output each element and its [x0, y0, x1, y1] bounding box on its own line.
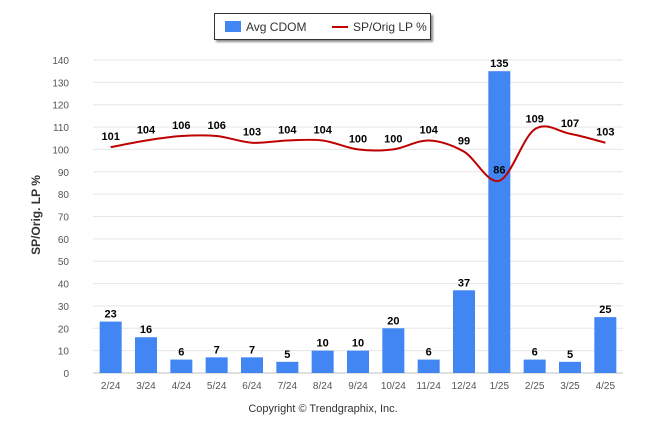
- bar-avg-cdom: [453, 290, 475, 373]
- line-data-label: 106: [207, 120, 225, 132]
- bar-data-label: 135: [490, 58, 508, 70]
- y-tick-label: 0: [63, 369, 69, 380]
- bar-data-label: 10: [317, 338, 329, 350]
- bar-data-label: 25: [599, 304, 611, 316]
- legend-swatch-sp-orig-lp: [332, 26, 348, 28]
- bar-data-label: 6: [426, 347, 432, 359]
- bar-data-labels: 23 16 6 7 7 5 10 10 20 6 37 135 6 5 25: [105, 58, 612, 361]
- x-axis-ticks: 2/24 3/24 4/24 5/24 6/24 7/24 8/24 9/24 10/24 11/…: [101, 381, 616, 392]
- bar-data-label: 16: [140, 324, 152, 336]
- x-tick-label: 4/24: [172, 381, 192, 392]
- x-tick-label: 8/24: [313, 381, 333, 392]
- bar-avg-cdom: [488, 71, 511, 373]
- line-data-label: 109: [525, 113, 543, 125]
- x-tick-label: 2/25: [525, 381, 545, 392]
- bar-data-label: 6: [178, 347, 184, 359]
- bar-data-label: 7: [214, 344, 220, 356]
- copyright-text: Copyright © Trendgraphix, Inc.: [248, 403, 398, 415]
- bar-data-label: 23: [105, 309, 117, 321]
- x-tick-label: 7/24: [278, 381, 298, 392]
- line-data-label: 106: [172, 120, 190, 132]
- line-data-label: 104: [419, 124, 438, 136]
- line-data-label: 101: [101, 131, 119, 143]
- bar-data-label: 5: [284, 349, 290, 361]
- x-tick-label: 2/24: [101, 381, 121, 392]
- legend-label-avg-cdom: Avg CDOM: [246, 20, 307, 34]
- bar-data-label: 37: [458, 277, 470, 289]
- legend-swatch-avg-cdom: [225, 21, 241, 32]
- x-tick-label: 5/24: [207, 381, 227, 392]
- bar-avg-cdom: [594, 317, 617, 373]
- bar-series: [99, 71, 617, 373]
- gridlines: [93, 59, 623, 374]
- bar-avg-cdom: [382, 328, 405, 373]
- y-axis-title: SP/Orig. LP %: [29, 175, 43, 255]
- x-tick-label: 3/25: [560, 381, 580, 392]
- y-tick-label: 20: [58, 324, 70, 335]
- bar-data-label: 6: [532, 347, 538, 359]
- bar-avg-cdom: [135, 337, 157, 373]
- x-tick-label: 4/25: [596, 381, 616, 392]
- line-data-label: 107: [561, 118, 579, 130]
- line-data-label: 104: [137, 124, 156, 136]
- y-tick-label: 50: [58, 257, 70, 268]
- line-data-label: 103: [243, 127, 261, 139]
- legend: Avg CDOM SP/Orig LP %: [214, 13, 431, 40]
- y-tick-label: 120: [52, 101, 69, 112]
- bar-avg-cdom: [205, 357, 228, 373]
- y-tick-label: 130: [52, 78, 69, 89]
- bar-avg-cdom: [241, 357, 263, 373]
- bar-avg-cdom: [311, 350, 334, 373]
- y-tick-label: 60: [58, 235, 70, 246]
- x-tick-label: 6/24: [242, 381, 262, 392]
- bar-data-label: 10: [352, 338, 364, 350]
- legend-label-sp-orig-lp: SP/Orig LP %: [353, 20, 427, 34]
- x-tick-label: 11/24: [417, 381, 442, 392]
- y-tick-label: 90: [58, 168, 70, 179]
- x-tick-label: 1/25: [490, 381, 510, 392]
- y-tick-label: 100: [52, 145, 69, 156]
- line-data-label: 104: [313, 124, 332, 136]
- y-tick-label: 140: [52, 56, 69, 67]
- bar-avg-cdom: [417, 359, 440, 373]
- y-tick-label: 80: [58, 190, 70, 201]
- y-tick-label: 110: [53, 123, 69, 134]
- bar-data-label: 7: [249, 344, 255, 356]
- y-tick-label: 40: [58, 280, 70, 291]
- bar-avg-cdom: [559, 361, 581, 373]
- bar-avg-cdom: [347, 350, 369, 373]
- bar-data-label: 20: [387, 315, 399, 327]
- x-tick-label: 3/24: [136, 381, 156, 392]
- line-data-label: 104: [278, 124, 297, 136]
- y-tick-label: 30: [58, 302, 70, 313]
- bar-data-label: 5: [567, 349, 573, 361]
- x-tick-label: 10/24: [381, 381, 406, 392]
- y-tick-label: 70: [58, 213, 70, 224]
- y-tick-label: 10: [58, 347, 70, 358]
- bar-avg-cdom: [523, 359, 546, 373]
- y-axis-ticks: 0 10 20 30 40 50 60 70 80 90 100 110 120 130 140: [52, 56, 69, 380]
- bar-avg-cdom: [170, 359, 193, 373]
- line-data-label: 100: [384, 133, 402, 145]
- bar-avg-cdom: [99, 321, 122, 373]
- line-data-label: 99: [458, 136, 470, 148]
- line-data-label: 100: [349, 133, 367, 145]
- line-sp-orig-lp: [110, 125, 606, 182]
- bar-avg-cdom: [276, 361, 299, 373]
- x-tick-label: 12/24: [451, 381, 476, 392]
- line-series: [110, 125, 606, 182]
- line-data-label: 103: [596, 127, 614, 139]
- x-tick-label: 9/24: [348, 381, 368, 392]
- line-data-labels: 101 104 106 106 103 104 104 100 100 104 99 86 109 107…: [101, 113, 614, 176]
- line-data-label: 86: [493, 165, 505, 177]
